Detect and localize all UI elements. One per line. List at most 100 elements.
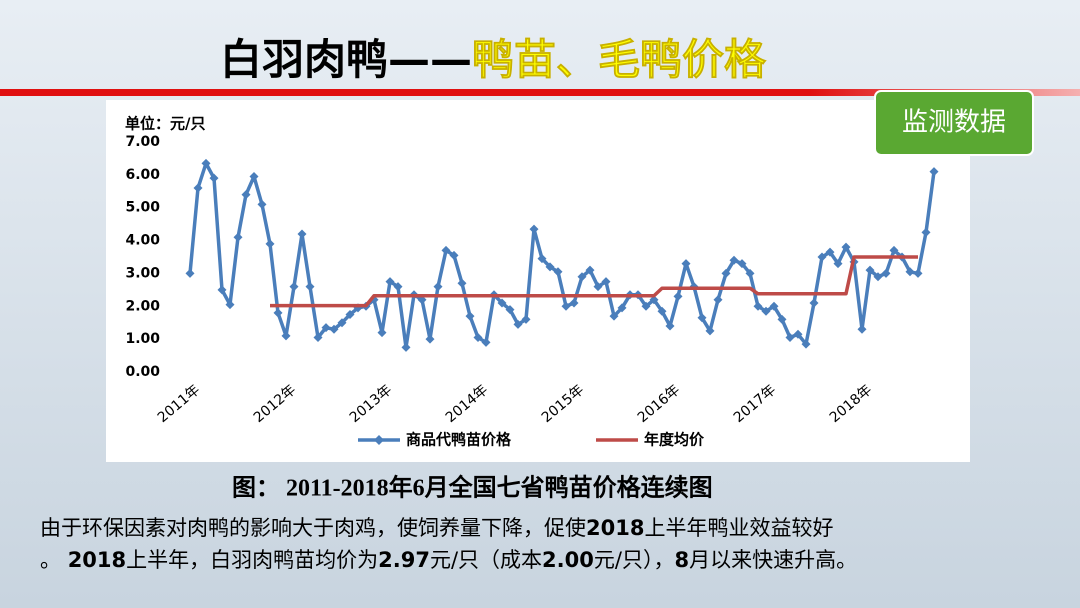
point [513,319,523,329]
point [865,265,875,275]
y-tick-label: 0.00 [125,364,160,380]
point [713,295,723,305]
point [809,298,819,308]
point [225,300,235,310]
point [545,262,555,272]
point [641,301,651,311]
point [505,305,515,315]
point [289,282,299,292]
point [833,259,843,269]
point [721,268,731,278]
point [753,301,763,311]
point [249,172,259,181]
point [889,245,899,255]
point [273,308,283,318]
point [929,167,939,177]
body-segment: 上半年鸭业效益较好 [644,516,834,540]
point [881,268,891,278]
point [257,199,267,209]
point [913,268,923,278]
point [769,301,779,311]
legend-label: 商品代鸭苗价格 [406,431,512,449]
point [761,306,771,316]
point [857,324,867,334]
point [433,282,443,292]
point [673,291,683,301]
point [665,321,675,331]
body-segment: 8 [674,548,690,572]
point [457,278,467,288]
series-line [270,255,918,308]
point [921,227,931,237]
point [441,245,451,255]
point [777,314,787,324]
point [521,314,531,324]
y-tick-label: 5.00 [125,200,160,216]
point [617,303,627,313]
point [553,267,563,277]
badge-text: 监测数据 [902,108,1006,138]
point [577,272,587,282]
point [265,239,275,249]
point [281,331,291,341]
body-segment: 。 [40,548,68,572]
body-segment: 2018 [67,548,127,572]
point [537,254,547,264]
point [297,229,307,239]
point [681,259,691,269]
point [393,282,403,292]
point [465,311,475,321]
body-segment: 月以来快速升高。 [689,548,858,572]
y-tick-label: 3.00 [125,265,160,281]
point [905,267,915,277]
point [705,326,715,336]
body-segment: 2018 [586,516,645,540]
point [561,301,571,311]
point [873,272,883,282]
point [401,342,411,352]
body-text: 由于环保因素对肉鸭的影响大于肉鸡，使饲养量下降，促使2018上半年鸭业效益较好。… [40,512,1050,576]
title-black: 白羽肉鸭—— [220,35,472,84]
y-tick-label: 7.00 [125,134,160,150]
point [425,334,435,344]
plot-background [106,100,970,462]
point [321,323,331,333]
point [497,298,507,308]
point [481,337,491,347]
badge [874,90,1034,156]
y-tick-label: 4.00 [125,233,160,249]
point [657,306,667,316]
point [233,232,243,242]
body-segment: 由于环保因素对肉鸭的影响大于肉鸡，使饲养量下降，促使 [40,516,586,540]
point [601,277,611,287]
body-segment: 元/只（成本 [429,548,543,572]
body-segment: 元/只）， [593,548,675,572]
point [377,328,387,338]
point [385,277,395,287]
point [737,259,747,269]
point [449,250,459,260]
body-segment: 上半年，白羽肉鸭苗均价为 [126,548,379,572]
series-line [188,161,936,350]
point [697,313,707,323]
point [241,190,251,200]
point [337,318,347,328]
legend-marker [374,435,384,445]
point [825,247,835,257]
point [585,265,595,275]
point [529,224,539,234]
point [817,252,827,262]
title-yellow: 鸭苗、毛鸭价格 [472,35,767,84]
y-tick-label: 1.00 [125,331,160,347]
point [313,333,323,342]
legend-label: 年度均价 [644,431,705,449]
point [729,255,739,265]
point [609,311,619,321]
point [217,285,227,295]
point [569,298,579,308]
point [201,158,211,168]
point [785,333,795,342]
y-tick-label: 6.00 [125,167,160,183]
